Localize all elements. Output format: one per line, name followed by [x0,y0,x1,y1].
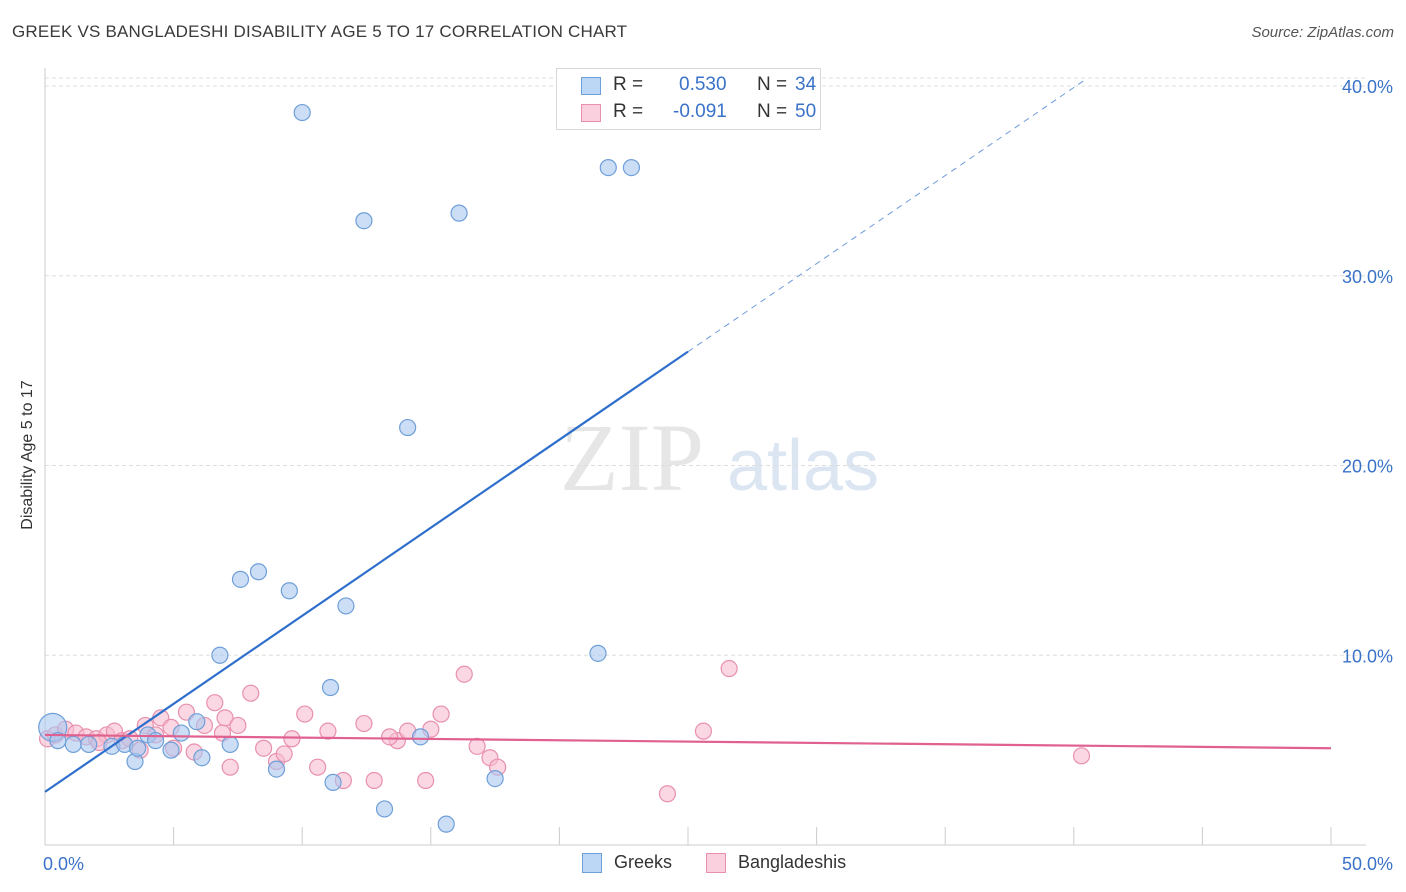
greeks-point [249,563,268,581]
greeks-point [64,735,82,754]
n-label: N = [757,74,788,95]
greeks-point [172,724,190,742]
bangladeshis-point [229,716,247,735]
bangladeshis-point [319,722,337,740]
greeks-point [193,749,211,767]
bangladeshis-point [355,714,373,733]
x-tick-label-0: 0.0% [43,854,84,874]
series-bangladeshis [38,659,1091,803]
n-label: N = [757,101,788,122]
greeks-point [599,158,617,177]
bangladeshis-legend-swatch [706,853,726,873]
r-label: R = [613,101,644,122]
series-greeks [38,103,641,833]
n-value-greeks: 34 [795,74,817,95]
x-tick-label-50: 50.0% [1342,854,1393,874]
bangladeshis-legend-label: Bangladeshis [738,852,847,872]
watermark: ZIP atlas [560,404,879,511]
bangladeshis-point [206,694,224,712]
correlation-legend: R = 0.530 N = 34 R = -0.091 N = 50 [556,68,821,130]
bangladeshis-point [417,771,435,790]
chart-title: GREEK VS BANGLADESHI DISABILITY AGE 5 TO… [12,22,628,41]
greeks-point [337,597,355,615]
y-tick-label-30: 30.0% [1342,267,1393,287]
greeks-point [162,741,180,759]
greeks-point [589,644,607,662]
y-tick-label-40: 40.0% [1342,77,1393,97]
greeks-point [128,739,147,757]
bangladeshis-point [365,771,383,790]
greeks-point [486,769,504,788]
trend-lines [44,78,1332,793]
y-tick-label-20: 20.0% [1342,457,1393,477]
greeks-trend-extension [687,78,1087,353]
watermark-zip: ZIP [560,404,704,511]
greeks-point [231,570,250,588]
greeks-point [321,678,340,697]
greeks-point [399,418,417,437]
bangladeshis-point [455,665,473,683]
greeks-point [622,158,641,177]
bangladeshis-point [1072,747,1091,765]
greeks-point [267,760,286,778]
source-credit: Source: ZipAtlas.com [1251,24,1394,41]
greeks-point [280,582,298,600]
greeks-point [80,735,98,754]
bangladeshis-swatch [581,104,601,122]
greeks-point [324,773,342,791]
bangladeshis-point [381,728,399,746]
bangladeshis-point [296,705,314,723]
greeks-legend-label: Greeks [614,852,673,872]
greeks-point [355,212,373,230]
r-value-greeks: 0.530 [679,74,727,95]
greeks-point [188,713,206,731]
greeks-swatch [581,77,601,95]
bangladeshis-point [658,785,677,803]
bangladeshis-point [275,745,293,763]
greeks-point [221,735,239,754]
n-value-bangladeshis: 50 [795,101,817,122]
greeks-point [437,815,455,833]
r-label: R = [613,74,644,95]
bangladeshis-point [242,684,260,702]
bangladeshis-point [468,737,486,755]
bangladeshis-point [694,722,713,740]
bangladeshis-trend-line [44,733,1332,750]
greeks-point [375,800,394,818]
greeks-trend-line [44,350,689,793]
bangladeshis-point [720,659,738,678]
greeks-point [211,646,229,664]
y-tick-label-10: 10.0% [1342,646,1393,666]
greeks-point [411,728,430,746]
greeks-legend-swatch [582,853,602,873]
bangladeshis-point [283,730,301,748]
bangladeshis-point [255,739,273,757]
bangladeshis-point [221,758,239,776]
greeks-point [450,204,468,222]
grid-lines [45,77,1366,656]
greeks-point [293,103,311,122]
bangladeshis-point [432,705,450,723]
r-value-bangladeshis: -0.091 [673,101,727,122]
bangladeshis-point [309,758,327,776]
tick-labels: 10.0% 20.0% 30.0% 40.0% 0.0% 50.0% [43,77,1393,874]
